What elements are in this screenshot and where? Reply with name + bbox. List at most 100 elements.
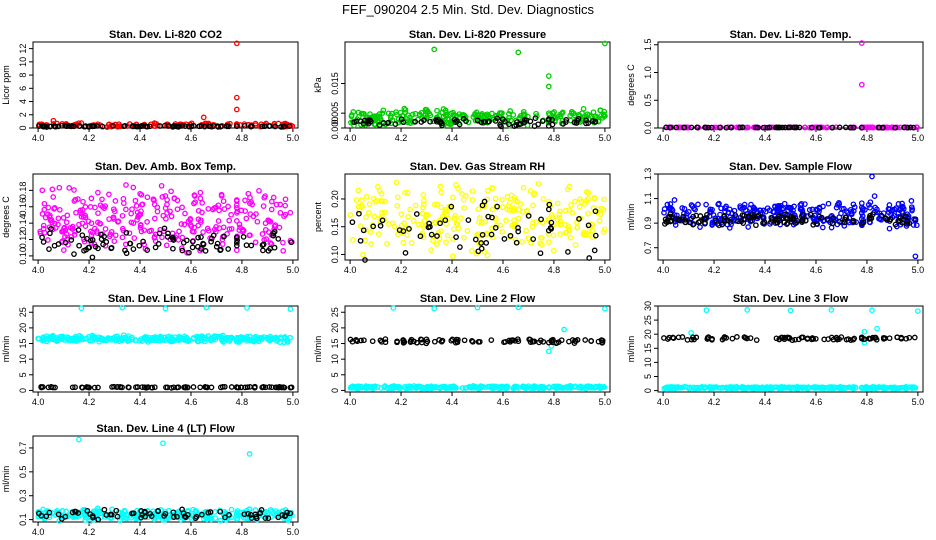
data-point bbox=[236, 512, 242, 518]
x-tick-label: 4.2 bbox=[395, 265, 408, 275]
data-point bbox=[205, 333, 212, 339]
data-point bbox=[601, 113, 607, 120]
data-point bbox=[199, 209, 205, 216]
data-point bbox=[829, 124, 835, 131]
data-point bbox=[564, 186, 571, 193]
data-point bbox=[372, 114, 379, 120]
data-point bbox=[434, 233, 440, 239]
plot-frame bbox=[32, 305, 299, 393]
data-point bbox=[525, 235, 532, 242]
data-point bbox=[379, 110, 386, 117]
data-point bbox=[270, 232, 276, 239]
data-point bbox=[810, 215, 817, 222]
data-point bbox=[162, 193, 169, 199]
x-tick-label: 5.0 bbox=[287, 265, 300, 275]
data-point bbox=[56, 184, 63, 191]
data-point bbox=[350, 237, 356, 243]
y-tick-label: 12 bbox=[18, 44, 28, 54]
data-point bbox=[90, 335, 97, 342]
series-low bbox=[663, 124, 917, 131]
data-point bbox=[802, 385, 809, 392]
data-point bbox=[376, 111, 383, 117]
data-point bbox=[819, 384, 826, 391]
data-point bbox=[126, 337, 132, 344]
data-point bbox=[737, 124, 743, 131]
data-point bbox=[909, 384, 916, 391]
data-point bbox=[580, 105, 587, 112]
data-point bbox=[586, 255, 593, 261]
data-point bbox=[105, 335, 111, 341]
data-point bbox=[479, 111, 485, 117]
y-tick-label: 20 bbox=[18, 323, 28, 333]
data-point bbox=[144, 219, 150, 225]
data-point bbox=[842, 214, 849, 221]
data-point bbox=[242, 208, 249, 214]
data-point bbox=[244, 384, 251, 391]
data-point bbox=[353, 197, 360, 203]
data-point bbox=[512, 207, 518, 213]
data-point bbox=[213, 243, 220, 250]
data-point bbox=[395, 116, 402, 122]
data-point bbox=[228, 506, 235, 513]
data-point bbox=[188, 223, 195, 230]
x-tick-label: 4.4 bbox=[446, 397, 459, 407]
data-point bbox=[592, 118, 599, 125]
data-point bbox=[236, 221, 243, 228]
data-point bbox=[673, 124, 680, 131]
data-point bbox=[113, 384, 120, 390]
data-point bbox=[285, 517, 291, 523]
plot-frame bbox=[32, 173, 299, 261]
data-point bbox=[216, 207, 222, 214]
data-point bbox=[831, 384, 838, 391]
data-point bbox=[407, 338, 414, 344]
data-point bbox=[469, 197, 476, 203]
data-point bbox=[911, 334, 918, 341]
data-point bbox=[362, 237, 368, 244]
data-point bbox=[858, 40, 865, 46]
data-point bbox=[536, 339, 542, 346]
data-point bbox=[507, 108, 514, 114]
data-point bbox=[545, 239, 552, 245]
data-point bbox=[529, 223, 536, 230]
y-axis-label: ml/min bbox=[1, 466, 11, 493]
data-point bbox=[708, 124, 715, 131]
data-point bbox=[434, 201, 441, 208]
data-point bbox=[681, 205, 688, 212]
data-point bbox=[198, 234, 204, 240]
data-point bbox=[792, 336, 798, 343]
chart-title: Stan. Dev. Amb. Box Temp. bbox=[95, 161, 236, 173]
data-point bbox=[516, 121, 523, 128]
data-point bbox=[95, 516, 102, 523]
data-point bbox=[36, 510, 42, 517]
data-point bbox=[705, 124, 712, 131]
data-point bbox=[532, 115, 539, 122]
data-point bbox=[718, 205, 724, 212]
data-point bbox=[510, 112, 517, 118]
data-point bbox=[540, 383, 547, 390]
data-point bbox=[375, 231, 382, 237]
y-tick-label: 0 bbox=[18, 125, 28, 130]
data-point bbox=[443, 111, 450, 118]
data-point bbox=[138, 208, 144, 214]
data-point bbox=[792, 385, 799, 392]
data-point bbox=[247, 232, 253, 239]
data-point bbox=[182, 123, 189, 129]
data-point bbox=[71, 187, 77, 193]
y-tick-label: 0.1 bbox=[18, 513, 28, 526]
data-point bbox=[667, 205, 674, 211]
data-point bbox=[160, 440, 166, 447]
data-point bbox=[450, 194, 456, 201]
data-point bbox=[135, 123, 141, 130]
data-point bbox=[357, 223, 364, 229]
data-point bbox=[437, 220, 443, 227]
data-point bbox=[760, 214, 767, 221]
data-point bbox=[131, 235, 138, 241]
data-point bbox=[184, 384, 191, 391]
data-point bbox=[173, 123, 180, 130]
data-point bbox=[82, 223, 89, 229]
data-point bbox=[847, 124, 854, 131]
data-point bbox=[469, 338, 475, 344]
chart-title: Stan. Dev. Li-820 CO2 bbox=[109, 29, 222, 41]
data-point bbox=[420, 197, 427, 204]
